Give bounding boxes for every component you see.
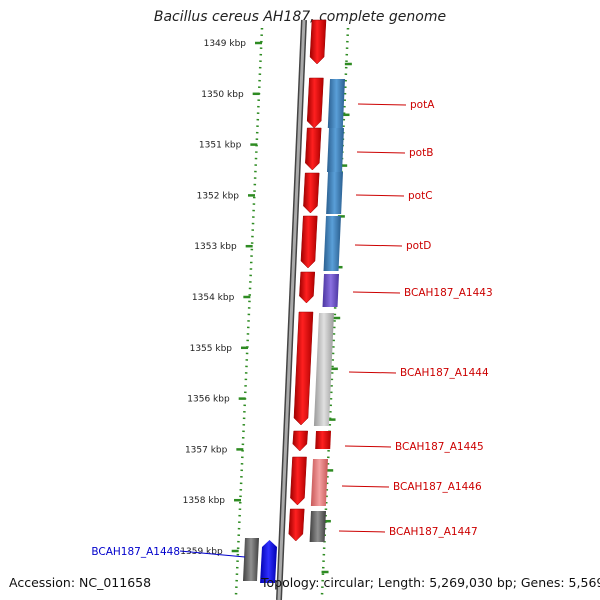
gene-label-potd[interactable]: potD	[406, 240, 431, 252]
cds-arrow	[306, 77, 324, 129]
gene-block-bcah187_a1447[interactable]	[309, 511, 326, 542]
kbp-tick-label: 1359 kbp	[180, 547, 223, 557]
gene-block-potc[interactable]	[326, 172, 343, 214]
gene-label-leader	[357, 103, 407, 106]
cds-arrow	[305, 127, 322, 171]
topology-text: Topology: circular; Length: 5,269,030 bp…	[261, 575, 600, 590]
kbp-tick-label: 1356 kbp	[187, 395, 230, 405]
kbp-tick-label: 1350 kbp	[201, 90, 244, 100]
gene-block-bcah187_a1444[interactable]	[313, 313, 334, 426]
gene-label-leader	[348, 371, 397, 374]
cds-arrow	[303, 172, 320, 214]
gene-block-bcah187_a1446[interactable]	[310, 459, 328, 506]
gene-label-leader	[355, 194, 405, 197]
gene-label-leader	[352, 291, 401, 294]
gene-label-potb[interactable]: potB	[409, 147, 433, 159]
gene-label-leader	[356, 151, 406, 154]
gene-label-bcah187_a1448[interactable]: BCAH187_A1448	[91, 546, 180, 558]
kbp-tick-label: 1358 kbp	[183, 496, 226, 506]
cds-arrow	[299, 271, 316, 304]
gene-label-bcah187_a1446[interactable]: BCAH187_A1446	[393, 481, 482, 493]
map-title: Bacillus cereus AH187, complete genome	[153, 9, 447, 25]
gene-label-leader	[354, 244, 403, 247]
cds-arrow	[292, 430, 308, 452]
accession-text: Accession: NC_011658	[9, 575, 152, 590]
kbp-tick-label: 1354 kbp	[192, 293, 235, 303]
gene-block-pota[interactable]	[327, 79, 345, 128]
kbp-ruler: 1349 kbp 1350 kbp 1351 kbp 1352 kbp 1353 kbp…	[180, 39, 352, 574]
gene-label-leader	[179, 550, 246, 558]
gene-label-pota[interactable]: potA	[410, 99, 435, 111]
gene-block-potd[interactable]	[323, 216, 341, 271]
cds-arrow	[309, 19, 327, 65]
gene-label-bcah187_a1445[interactable]: BCAH187_A1445	[395, 441, 484, 453]
kbp-tick-label: 1349 kbp	[204, 39, 247, 49]
cds-arrow	[293, 311, 314, 426]
gene-block-bcah187_a1443[interactable]	[322, 274, 339, 307]
gene-label-bcah187_a1447[interactable]: BCAH187_A1447	[389, 526, 478, 538]
kbp-tick-label: 1353 kbp	[194, 242, 237, 252]
gene-block-bcah187_a1448[interactable]	[260, 540, 277, 583]
cds-track	[288, 19, 327, 542]
gene-block-bcah187_a1445[interactable]	[315, 431, 331, 449]
kbp-tick-label: 1351 kbp	[199, 141, 242, 151]
left-boundary-line	[234, 27, 264, 596]
genome-backbone-highlight	[277, 19, 306, 600]
gene-track: potA potB potC potD BCAH187_A1443 BCAH187_A14…	[91, 79, 493, 583]
cds-arrow	[290, 456, 307, 506]
gene-label-leader	[341, 485, 390, 488]
gene-label-potc[interactable]: potC	[408, 190, 433, 202]
kbp-tick-label: 1352 kbp	[197, 191, 240, 201]
neighbor-gene-block	[243, 538, 259, 581]
cds-arrow	[300, 215, 318, 269]
kbp-tick-label: 1355 kbp	[190, 344, 233, 354]
cds-arrow	[288, 508, 305, 542]
kbp-tick-label: 1357 kbp	[185, 445, 228, 455]
gene-label-leader	[338, 530, 386, 533]
gene-label-bcah187_a1444[interactable]: BCAH187_A1444	[400, 367, 489, 379]
gene-label-leader	[344, 445, 392, 448]
gene-block-potb[interactable]	[327, 128, 344, 172]
gene-label-bcah187_a1443[interactable]: BCAH187_A1443	[404, 287, 493, 299]
